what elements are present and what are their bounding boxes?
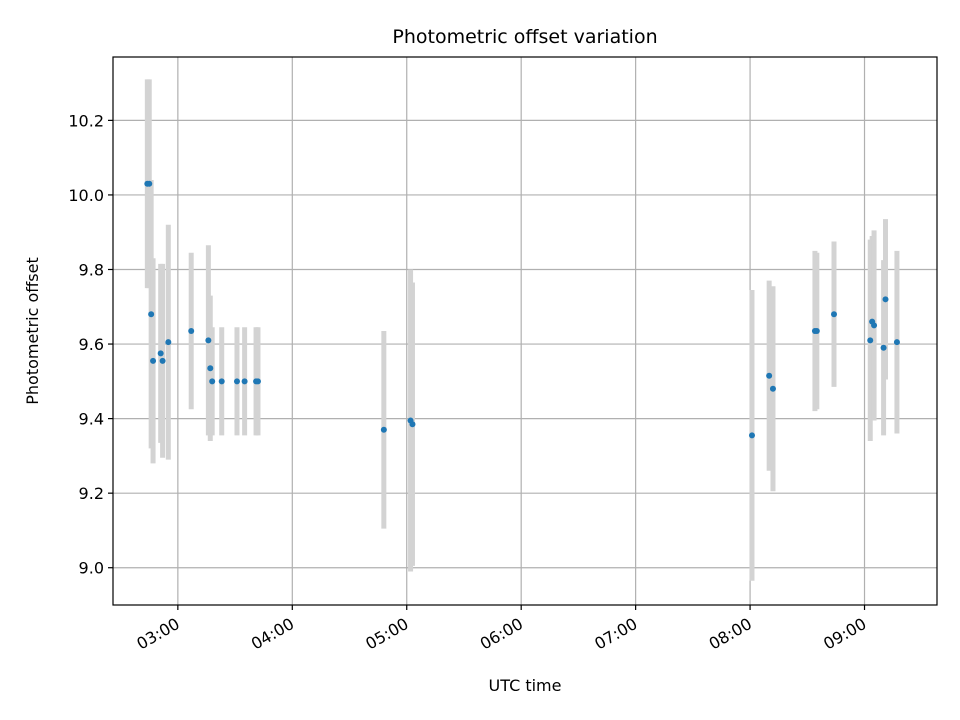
y-tick-label: 10.2 xyxy=(68,111,104,130)
data-point xyxy=(867,337,874,344)
plot-frame xyxy=(112,56,938,606)
data-point xyxy=(880,344,887,351)
y-tick-label: 9.2 xyxy=(79,484,104,503)
y-axis-label: Photometric offset xyxy=(23,257,42,405)
data-point xyxy=(871,322,878,329)
data-point xyxy=(409,421,416,428)
data-points xyxy=(144,180,900,439)
data-point xyxy=(882,296,889,303)
y-tick-label: 9.6 xyxy=(79,335,104,354)
y-axis-ticks: 9.0 9.2 9.4 9.6 9.8 10.0 10.2 xyxy=(68,111,113,578)
data-point xyxy=(766,372,773,379)
y-tick-label: 10.0 xyxy=(68,186,104,205)
data-point xyxy=(254,378,261,385)
data-point xyxy=(233,378,240,385)
data-point xyxy=(146,180,153,187)
data-point xyxy=(831,311,837,318)
data-point xyxy=(188,328,195,334)
data-point xyxy=(218,378,225,385)
data-point xyxy=(209,378,216,385)
y-tick-label: 9.8 xyxy=(79,260,104,279)
chart-title: Photometric offset variation xyxy=(392,26,657,48)
data-point xyxy=(150,357,157,364)
data-point xyxy=(748,432,755,439)
data-point xyxy=(769,385,776,392)
data-point xyxy=(380,426,387,433)
x-axis-label: UTC time xyxy=(489,676,562,695)
data-point xyxy=(893,339,900,346)
data-point xyxy=(207,365,214,372)
y-tick-label: 9.4 xyxy=(79,410,104,429)
data-point xyxy=(205,337,212,344)
data-point xyxy=(165,339,172,346)
data-point xyxy=(159,357,166,364)
y-tick-label: 9.0 xyxy=(79,559,104,578)
data-point xyxy=(157,350,164,357)
grid xyxy=(113,57,937,605)
data-point xyxy=(241,378,248,385)
data-point xyxy=(813,328,820,334)
data-point xyxy=(148,311,155,318)
